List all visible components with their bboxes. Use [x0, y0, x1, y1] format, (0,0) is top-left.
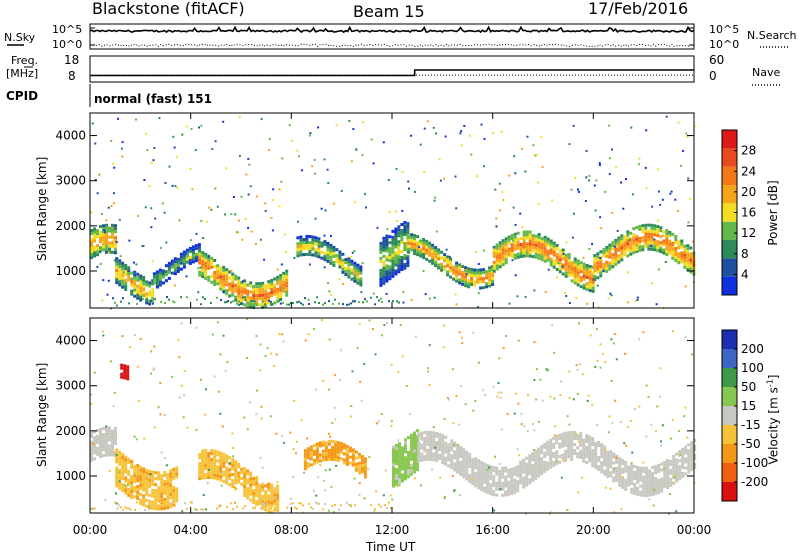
velocity-colorbar-tick-1: 100	[741, 361, 764, 375]
power-colorbar-cell-7	[722, 148, 737, 167]
velocity-colorbar-cell-6	[722, 368, 737, 387]
velocity-colorbar-cell-0	[722, 482, 737, 501]
n-search-label: N.Search	[747, 29, 797, 42]
freq-ytick-top: 18	[64, 53, 80, 67]
n-sky-ytick-bottom: 10^0	[52, 38, 83, 51]
power-ytick-label-3000: 3000	[55, 174, 86, 188]
power-colorbar-cell-3	[722, 221, 737, 240]
power-ytick-label-4000: 4000	[55, 129, 86, 143]
noise-panel-frame	[89, 23, 695, 50]
power-colorbar-tick-4: 12	[741, 226, 756, 240]
x-tick-label-6: 00:00	[677, 523, 712, 537]
velocity-colorbar-cell-7	[722, 349, 737, 368]
power-colorbar-tick-5: 8	[741, 247, 749, 261]
power-colorbar-cell-5	[722, 185, 737, 204]
beam-label: Beam 15	[353, 2, 425, 21]
freq-series	[90, 69, 694, 77]
x-tick-label-0: 00:00	[73, 523, 108, 537]
x-tick-label-4: 16:00	[475, 523, 510, 537]
power-colorbar-tick-2: 20	[741, 185, 756, 199]
n-search-series	[90, 43, 695, 48]
velocity-colorbar-frame	[721, 329, 738, 502]
n-sky-ytick-top: 10^5	[52, 23, 83, 36]
velocity-colorbar-cell-1	[722, 463, 737, 482]
x-tick-label-5: 20:00	[576, 523, 611, 537]
power-colorbar-cell-0	[722, 276, 737, 295]
power-colorbar-cell-1	[722, 258, 737, 277]
freq-panel-frame	[89, 55, 695, 83]
power-colorbar-cell-8	[722, 130, 737, 149]
velocity-colorbar-tick-6: -100	[741, 456, 768, 470]
freq-ytick-bottom: 8	[68, 69, 76, 83]
n-sky-label: N.Sky	[4, 31, 36, 44]
power-colorbar-tick-0: 28	[741, 144, 756, 158]
nave-ytick-top: 60	[709, 53, 725, 67]
n-sky-series	[89, 25, 695, 34]
x-tick-label-1: 04:00	[173, 523, 208, 537]
velocity-colorbar-tick-5: -50	[741, 437, 761, 451]
velocity-ytick-label-3000: 3000	[55, 379, 86, 393]
velocity-colorbar-cell-2	[722, 444, 737, 463]
cpid-label: CPID	[6, 89, 39, 103]
x-tick-label-3: 12:00	[375, 523, 410, 537]
cpid-value: normal (fast) 151	[94, 92, 212, 106]
velocity-ytick-label-4000: 4000	[55, 334, 86, 348]
velocity-colorbar-tick-2: 50	[741, 380, 756, 394]
n-search-ytick-top: 10^5	[709, 23, 740, 36]
nave-ytick-bottom: 0	[709, 69, 717, 83]
date-label: 17/Feb/2016	[588, 0, 689, 18]
freq-unit-label: [MHz]	[6, 67, 39, 80]
power-colorbar-cell-2	[722, 240, 737, 259]
velocity-colorbar-cell-4	[722, 406, 737, 425]
velocity-colorbar-cell-5	[722, 387, 737, 406]
velocity-colorbar-cell-3	[722, 425, 737, 444]
power-ytick-label-2000: 2000	[55, 219, 86, 233]
velocity-colorbar-tick-0: 200	[741, 342, 764, 356]
velocity-colorbar-tick-4: -15	[741, 418, 761, 432]
velocity-colorbar-tick-7: -200	[741, 475, 768, 489]
freq-label: Freq.	[11, 54, 39, 67]
power-colorbar-tick-1: 24	[741, 164, 756, 178]
velocity-colorbar-cell-8	[722, 330, 737, 349]
nave-label: Nave	[752, 66, 781, 79]
velocity-colorbar-tick-3: 15	[741, 399, 756, 413]
power-panel-frame	[89, 112, 695, 309]
power-colorbar-tick-3: 16	[741, 206, 756, 220]
velocity-ytick-label-2000: 2000	[55, 424, 86, 438]
power-ytick-label-1000: 1000	[55, 264, 86, 278]
power-colorbar-tick-6: 4	[741, 267, 749, 281]
x-tick-label-2: 08:00	[274, 523, 309, 537]
power-scatter-cells	[90, 115, 696, 310]
power-colorbar-cell-6	[722, 166, 737, 185]
site-title: Blackstone (fitACF)	[92, 0, 245, 18]
n-search-ytick-bottom: 10^0	[709, 38, 740, 51]
velocity-scatter-cells	[90, 318, 697, 515]
x-axis-label: Time UT	[366, 540, 416, 554]
power-colorbar-cell-4	[722, 203, 737, 222]
velocity-ytick-label-1000: 1000	[55, 469, 86, 483]
